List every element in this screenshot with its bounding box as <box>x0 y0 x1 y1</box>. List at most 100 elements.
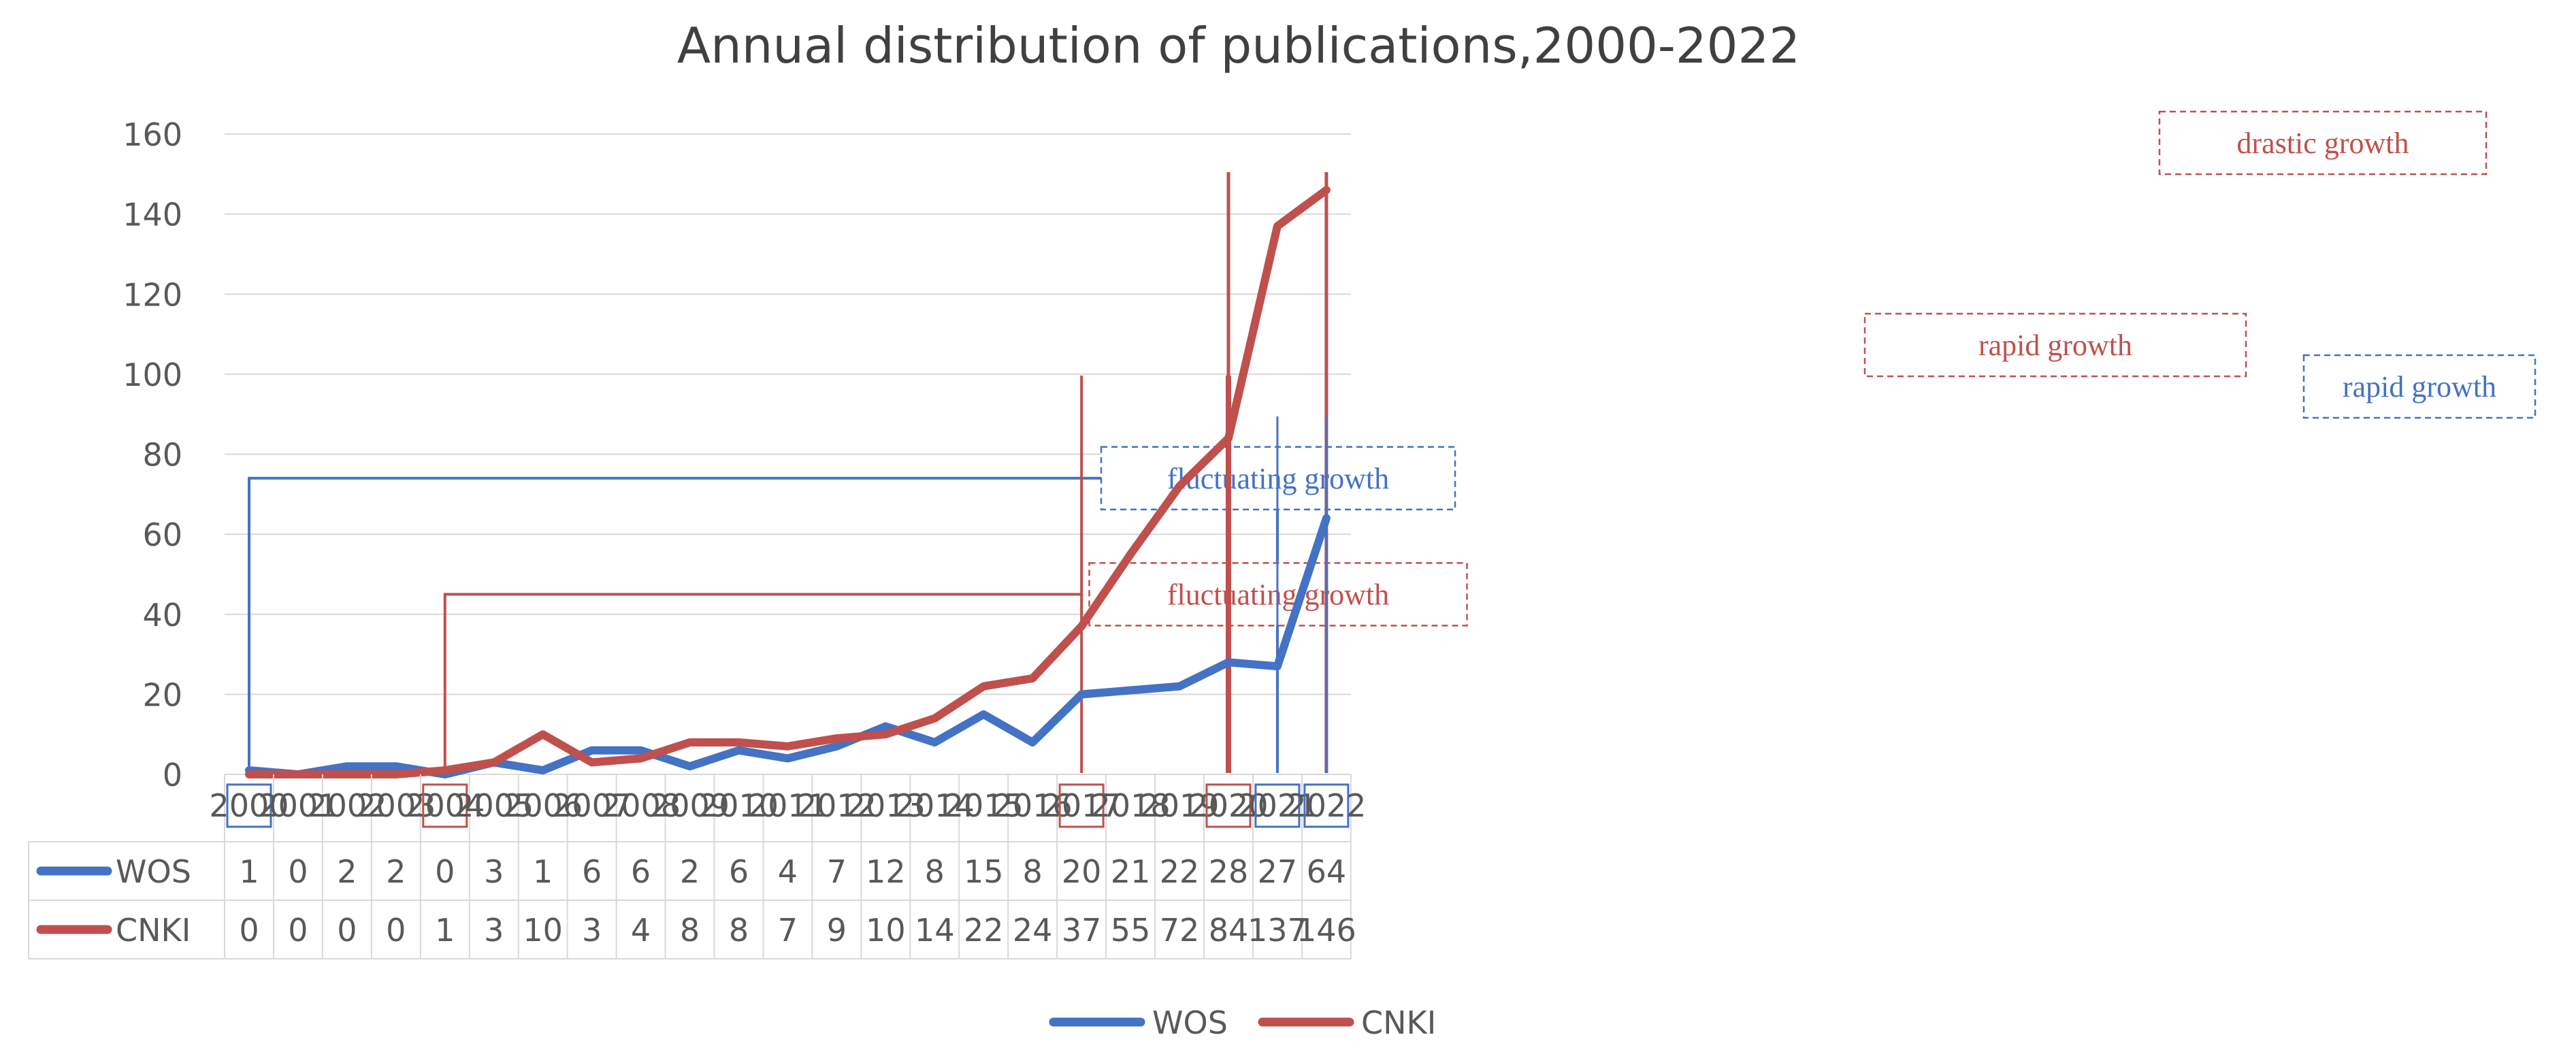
table-value: 3 <box>484 853 504 890</box>
table-value: 12 <box>866 853 906 890</box>
y-tick-label: 140 <box>123 197 182 233</box>
series-lines <box>245 186 1331 778</box>
category-label: 2008 <box>601 787 681 824</box>
table-value: 0 <box>386 912 406 949</box>
table-value: 8 <box>680 912 700 949</box>
cnki-drastic-growth-label: drastic growth <box>2237 127 2409 160</box>
table-value: 55 <box>1111 912 1151 949</box>
table-value: 20 <box>1062 853 1102 890</box>
table-value: 0 <box>435 853 455 890</box>
table-value: 0 <box>239 912 259 949</box>
chart-title: Annual distribution of publications,2000… <box>677 17 1800 74</box>
year-highlight-box <box>422 783 468 828</box>
y-tick-label: 20 <box>142 676 182 713</box>
table-value: 0 <box>288 853 308 890</box>
y-tick-label: 160 <box>123 116 182 153</box>
wos-rapid-growth-label: rapid growth <box>2343 370 2496 404</box>
y-tick-label: 80 <box>142 437 182 474</box>
cnki-rapid-growth-label: rapid growth <box>1978 329 2132 362</box>
table-value: 15 <box>964 853 1004 890</box>
legend: WOS CNKI <box>1049 1004 1436 1041</box>
year-highlight-box <box>1205 783 1252 828</box>
category-label: 2011 <box>748 787 828 824</box>
cnki-fluctuating-bracket <box>443 593 1082 773</box>
wos-fluctuating-bracket <box>247 476 1279 773</box>
table-value: 0 <box>288 912 308 949</box>
table-value: 1 <box>239 853 259 890</box>
table-value: 2 <box>680 853 700 890</box>
table-value: 14 <box>915 912 955 949</box>
table-value: 1 <box>435 912 455 949</box>
table-value: 146 <box>1297 912 1356 949</box>
category-label: 2010 <box>699 787 779 824</box>
cnki-rapid-growth-box <box>1863 312 2247 378</box>
table-value: 64 <box>1307 853 1347 890</box>
category-label: 2015 <box>944 787 1024 824</box>
table-value: 10 <box>523 912 563 949</box>
category-label: 2018 <box>1091 787 1171 824</box>
year-highlight-box <box>1303 783 1350 828</box>
table-value: 3 <box>582 912 602 949</box>
year-highlight-box <box>226 783 272 828</box>
table-value: 27 <box>1258 853 1298 890</box>
table-value: 8 <box>1023 853 1043 890</box>
gridlines <box>225 133 1351 775</box>
table-value: 3 <box>484 912 504 949</box>
table-value: 8 <box>729 912 749 949</box>
category-label: 2005 <box>454 787 534 824</box>
y-tick-label: 0 <box>163 757 182 793</box>
table-value: 22 <box>964 912 1004 949</box>
table-value: 137 <box>1248 912 1307 949</box>
category-label: 2014 <box>895 787 975 824</box>
table-value: 2 <box>337 853 357 890</box>
cnki-drastic-growth-box <box>2158 110 2488 176</box>
series-line-cnki <box>245 186 1331 778</box>
y-tick-label: 120 <box>123 276 182 313</box>
table-value: 1 <box>533 853 553 890</box>
table-value: 22 <box>1160 853 1200 890</box>
category-label: 2017 <box>1042 787 1122 824</box>
table-value: 6 <box>631 853 651 890</box>
y-axis: 160 140 120 100 80 60 40 20 0 <box>123 116 182 793</box>
category-label: 2002 <box>307 787 387 824</box>
category-label: 2001 <box>258 787 338 824</box>
legend-label: CNKI <box>1361 1004 1436 1041</box>
wos-rapid-growth-box <box>2302 354 2537 419</box>
table-value: 6 <box>729 853 749 890</box>
table-series-name: CNKI <box>116 912 191 949</box>
year-highlight-box <box>1254 783 1301 828</box>
series-line-wos <box>245 514 1331 778</box>
category-label: 2009 <box>650 787 730 824</box>
table-value: 72 <box>1160 912 1200 949</box>
category-label: 2004 <box>405 787 485 824</box>
table-value: 84 <box>1209 912 1249 949</box>
table-value: 10 <box>866 912 906 949</box>
y-tick-label: 40 <box>142 597 182 634</box>
table-value: 21 <box>1111 853 1151 890</box>
category-label: 2006 <box>503 787 583 824</box>
table-series-name: WOS <box>116 853 191 890</box>
data-table: 2000200120022003200420052006200720082009… <box>28 774 1366 959</box>
table-value: 0 <box>337 912 357 949</box>
table-value: 8 <box>925 853 945 890</box>
table-value: 4 <box>778 853 798 890</box>
table-value: 24 <box>1013 912 1053 949</box>
category-label: 2012 <box>797 787 877 824</box>
table-value: 7 <box>827 853 847 890</box>
table-value: 2 <box>386 853 406 890</box>
y-tick-label: 100 <box>123 357 182 393</box>
category-label: 2000 <box>209 787 289 824</box>
y-tick-label: 60 <box>142 516 182 553</box>
table-value: 7 <box>778 912 798 949</box>
table-value: 37 <box>1062 912 1102 949</box>
table-value: 9 <box>827 912 847 949</box>
table-value: 6 <box>582 853 602 890</box>
year-highlight-box <box>1058 783 1105 828</box>
category-label: 2007 <box>552 787 632 824</box>
legend-label: WOS <box>1152 1004 1228 1041</box>
table-value: 4 <box>631 912 651 949</box>
category-label: 2022 <box>1286 787 1366 824</box>
category-label: 2013 <box>846 787 926 824</box>
